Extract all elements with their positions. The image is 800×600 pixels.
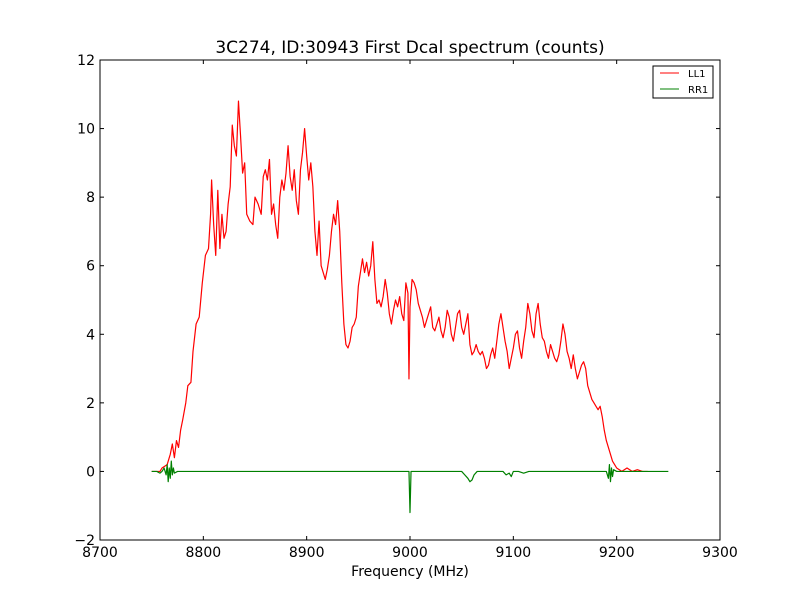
x-tick-label: 9200 <box>599 545 635 561</box>
ticks-layer: 8700 8800 8900 9000 9100 9200 9300 −2 0 2 4 6 8 10 12 <box>74 53 737 561</box>
y-tick-label: 4 <box>86 327 95 343</box>
legend-label-rr1: RR1 <box>688 85 708 96</box>
y-tick-label: −2 <box>74 533 95 549</box>
legend: LL1 RR1 <box>652 65 714 99</box>
series-line-rr1 <box>151 460 669 514</box>
x-tick-label: 8700 <box>82 545 118 561</box>
y-tick-label: 6 <box>86 259 95 275</box>
y-tick-label: 8 <box>86 190 95 206</box>
series-line-ll1 <box>151 100 648 473</box>
x-tick-label: 8800 <box>186 545 222 561</box>
series-layer <box>151 100 669 514</box>
legend-label-ll1: LL1 <box>688 69 706 80</box>
x-tick-label: 9000 <box>392 545 428 561</box>
legend-box <box>652 65 714 99</box>
y-tick-label: 10 <box>77 122 95 138</box>
x-tick-label: 9300 <box>702 545 738 561</box>
x-tick-label: 9100 <box>496 545 532 561</box>
x-tick-label: 8900 <box>289 545 325 561</box>
chart-title: 3C274, ID:30943 First Dcal spectrum (cou… <box>215 38 604 58</box>
y-tick-label: 0 <box>86 464 95 480</box>
y-tick-label: 2 <box>86 396 95 412</box>
y-tick-label: 12 <box>77 53 95 69</box>
x-axis-label: Frequency (MHz) <box>351 564 469 580</box>
